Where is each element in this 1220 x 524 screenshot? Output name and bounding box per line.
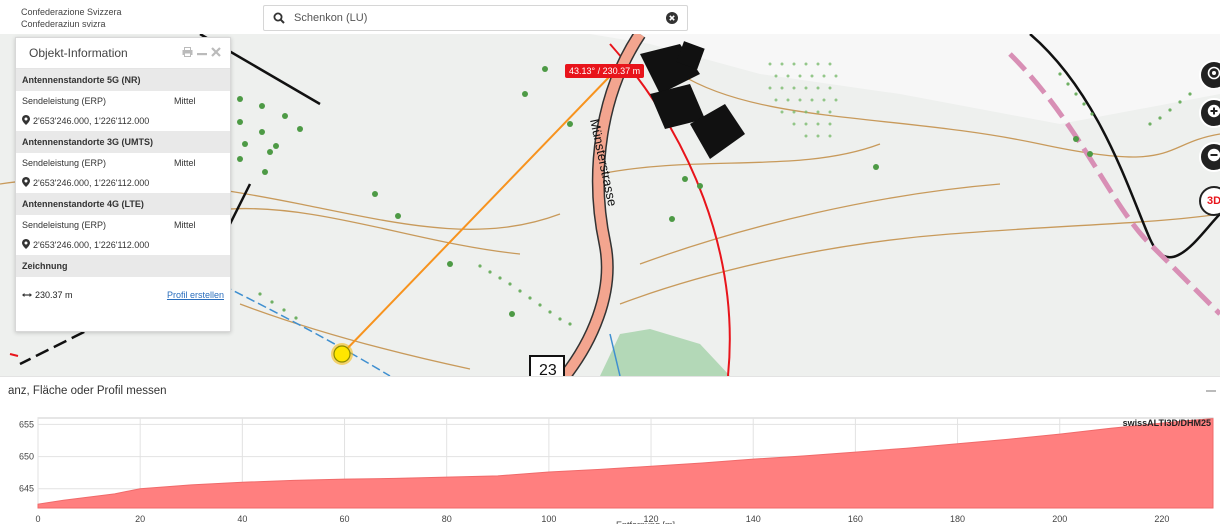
- map-canvas[interactable]: 23 Münsterstrasse: [0, 34, 1220, 376]
- confederation-brand: Confederazione Svizzera Confederaziun sv…: [21, 6, 122, 30]
- map-pin-icon: [22, 177, 30, 189]
- measure-toolbar: anz, Fläche oder Profil messen: [0, 376, 1220, 405]
- distance-value: 230.37 m: [35, 290, 73, 300]
- minimize-icon[interactable]: [197, 46, 207, 60]
- clear-icon[interactable]: [661, 12, 683, 24]
- print-icon[interactable]: [182, 46, 193, 60]
- y-tick-label: 655: [19, 419, 34, 429]
- coordinates-text: 2'653'246.000, 1'226'112.000: [33, 178, 150, 188]
- search-input[interactable]: [290, 12, 661, 24]
- object-info-panel: Objekt-Information Antennenstandorte 5G …: [15, 37, 231, 332]
- measure-label: 43.13° / 230.37 m: [565, 64, 645, 78]
- street-name: Münsterstrasse: [587, 118, 620, 208]
- drawing-section-header: Zeichnung: [16, 255, 230, 277]
- elevation-profile: 0 20 40 60 80 100 120 140 160 180 200 220 645 650 655 s…: [0, 404, 1220, 524]
- brand-line-2: Confederaziun svizra: [21, 19, 106, 29]
- elevation-area: [37, 418, 1214, 509]
- x-tick-label: 200: [1052, 514, 1067, 524]
- section-4g-coords[interactable]: 2'653'246.000, 1'226'112.000: [16, 235, 230, 255]
- zoom-out-button[interactable]: [1199, 142, 1220, 172]
- section-3g-coords[interactable]: 2'653'246.000, 1'226'112.000: [16, 173, 230, 193]
- brand-line-1: Confederazione Svizzera: [21, 7, 122, 17]
- orchard-grid: [768, 62, 838, 138]
- 3d-button[interactable]: 3D: [1199, 186, 1220, 216]
- locate-icon: [1207, 66, 1220, 85]
- x-tick-label: 140: [746, 514, 761, 524]
- section-5g-row: Sendeleistung (ERP) Mittel: [16, 91, 230, 111]
- orchard-dots: [258, 72, 1192, 326]
- search-icon[interactable]: [268, 12, 290, 24]
- section-5g-header: Antennenstandorte 5G (NR): [16, 69, 230, 91]
- x-tick-label: 120: [644, 514, 659, 524]
- coordinates-text: 2'653'246.000, 1'226'112.000: [33, 240, 150, 250]
- app-header: Confederazione Svizzera Confederaziun sv…: [0, 0, 1220, 34]
- close-icon[interactable]: [211, 46, 221, 60]
- distance-arrow-icon: [22, 290, 32, 300]
- x-tick-label: 60: [340, 514, 350, 524]
- minus-icon: [1207, 148, 1220, 167]
- zoom-in-button[interactable]: [1199, 98, 1220, 128]
- y-tick-label: 650: [19, 452, 34, 462]
- create-profile-link[interactable]: Profil erstellen: [166, 290, 224, 300]
- locate-button[interactable]: [1199, 60, 1220, 90]
- x-tick-label: 180: [950, 514, 965, 524]
- section-4g-row: Sendeleistung (ERP) Mittel: [16, 215, 230, 235]
- source-label: swissALTI3D/DHM25: [1123, 418, 1211, 428]
- tree-dots: [237, 66, 1093, 317]
- minimize-icon[interactable]: [1206, 390, 1216, 392]
- road-number: 23: [539, 362, 557, 376]
- map-pin-icon: [22, 239, 30, 251]
- section-4g-header: Antennenstandorte 4G (LTE): [16, 193, 230, 215]
- x-tick-label: 20: [135, 514, 145, 524]
- drawing-measure-row: 230.37 m Profil erstellen: [16, 277, 230, 313]
- x-tick-label: 100: [541, 514, 556, 524]
- section-3g-header: Antennenstandorte 3G (UMTS): [16, 131, 230, 153]
- attribute-label: Sendeleistung (ERP): [22, 158, 107, 168]
- x-tick-label: 40: [237, 514, 247, 524]
- attribute-label: Sendeleistung (ERP): [22, 96, 107, 106]
- coordinates-text: 2'653'246.000, 1'226'112.000: [33, 116, 150, 126]
- y-tick-label: 645: [19, 484, 34, 494]
- x-tick-label: 160: [848, 514, 863, 524]
- section-3g-row: Sendeleistung (ERP) Mittel: [16, 153, 230, 173]
- attribute-value: Mittel: [174, 96, 196, 106]
- plus-icon: [1207, 104, 1220, 123]
- search-box[interactable]: [263, 5, 688, 31]
- section-5g-coords[interactable]: 2'653'246.000, 1'226'112.000: [16, 111, 230, 131]
- attribute-value: Mittel: [174, 158, 196, 168]
- attribute-value: Mittel: [174, 220, 196, 230]
- x-tick-label: 80: [442, 514, 452, 524]
- x-tick-label: 220: [1154, 514, 1169, 524]
- profile-chart: 0 20 40 60 80 100 120 140 160 180 200 220 645 650 655 s…: [19, 417, 1214, 524]
- panel-title: Objekt-Information: [29, 46, 128, 60]
- map-pin-icon: [22, 115, 30, 127]
- distance-display: 230.37 m: [22, 290, 73, 300]
- measure-title: anz, Fläche oder Profil messen: [8, 385, 167, 397]
- 3d-label: 3D: [1206, 195, 1220, 207]
- x-axis-label: Entfernung [m]: [616, 520, 675, 524]
- attribute-label: Sendeleistung (ERP): [22, 220, 107, 230]
- x-tick-label: 0: [35, 514, 40, 524]
- panel-header: Objekt-Information: [16, 38, 230, 69]
